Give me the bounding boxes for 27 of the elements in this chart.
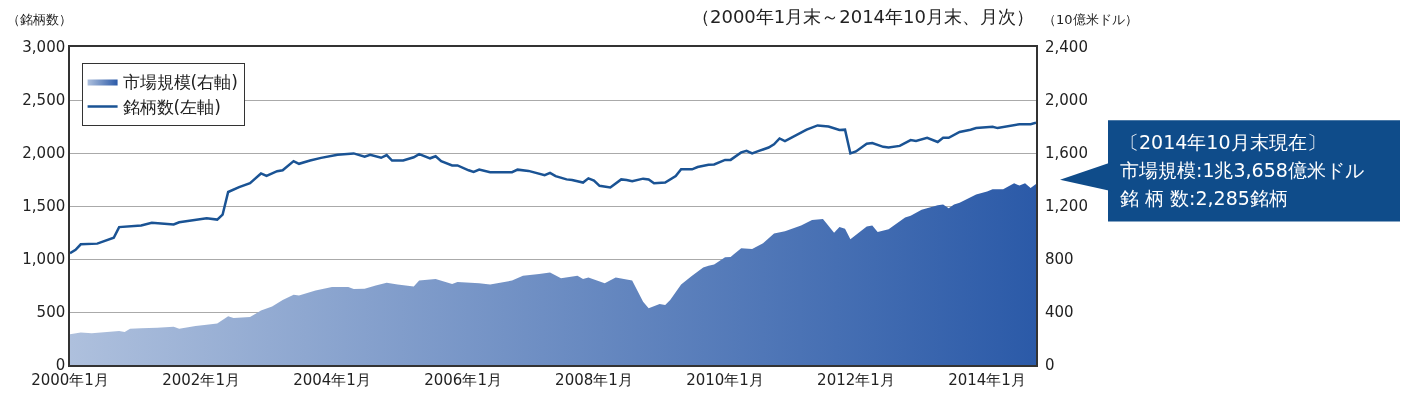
legend-label: 市場規模(右軸) [122, 72, 238, 93]
y-tick-label: 2,500 [22, 91, 66, 110]
legend-label: 銘柄数(左軸) [122, 97, 221, 118]
y2-tick-label: 800 [1045, 250, 1074, 269]
y-tick-label: 500 [36, 303, 66, 322]
y2-tick-label: 1,600 [1045, 144, 1088, 163]
y2-tick-label: 2,000 [1045, 91, 1088, 110]
y2-tick-label: 400 [1045, 303, 1074, 322]
x-tick-label: 2004年1月 [293, 370, 371, 389]
y-tick-label: 2,000 [22, 144, 66, 163]
line-series [70, 121, 1036, 255]
y2-tick-label: 1,200 [1045, 197, 1088, 216]
x-tick-label: 2008年1月 [555, 370, 633, 389]
x-tick-label: 2002年1月 [162, 370, 240, 389]
x-tick-label: 2012年1月 [817, 370, 895, 389]
y-tick-label: 1,000 [22, 250, 66, 269]
y2-axis-title: （10億米ドル） [1043, 12, 1138, 27]
y2-tick-label: 0 [1045, 356, 1055, 375]
y2-tick-label: 2,400 [1045, 38, 1088, 57]
chart-title: （2000年1月末～2014年10月末、月次） [692, 6, 1034, 27]
x-tick-label: 2000年1月 [31, 370, 109, 389]
x-tick-label: 2010年1月 [686, 370, 764, 389]
y-tick-label: 3,000 [22, 38, 66, 57]
x-tick-label: 2014年1月 [948, 370, 1026, 389]
x-tick-label: 2006年1月 [424, 370, 502, 389]
y-axis-title: （銘柄数） [7, 12, 72, 27]
y-tick-label: 1,500 [22, 197, 66, 216]
